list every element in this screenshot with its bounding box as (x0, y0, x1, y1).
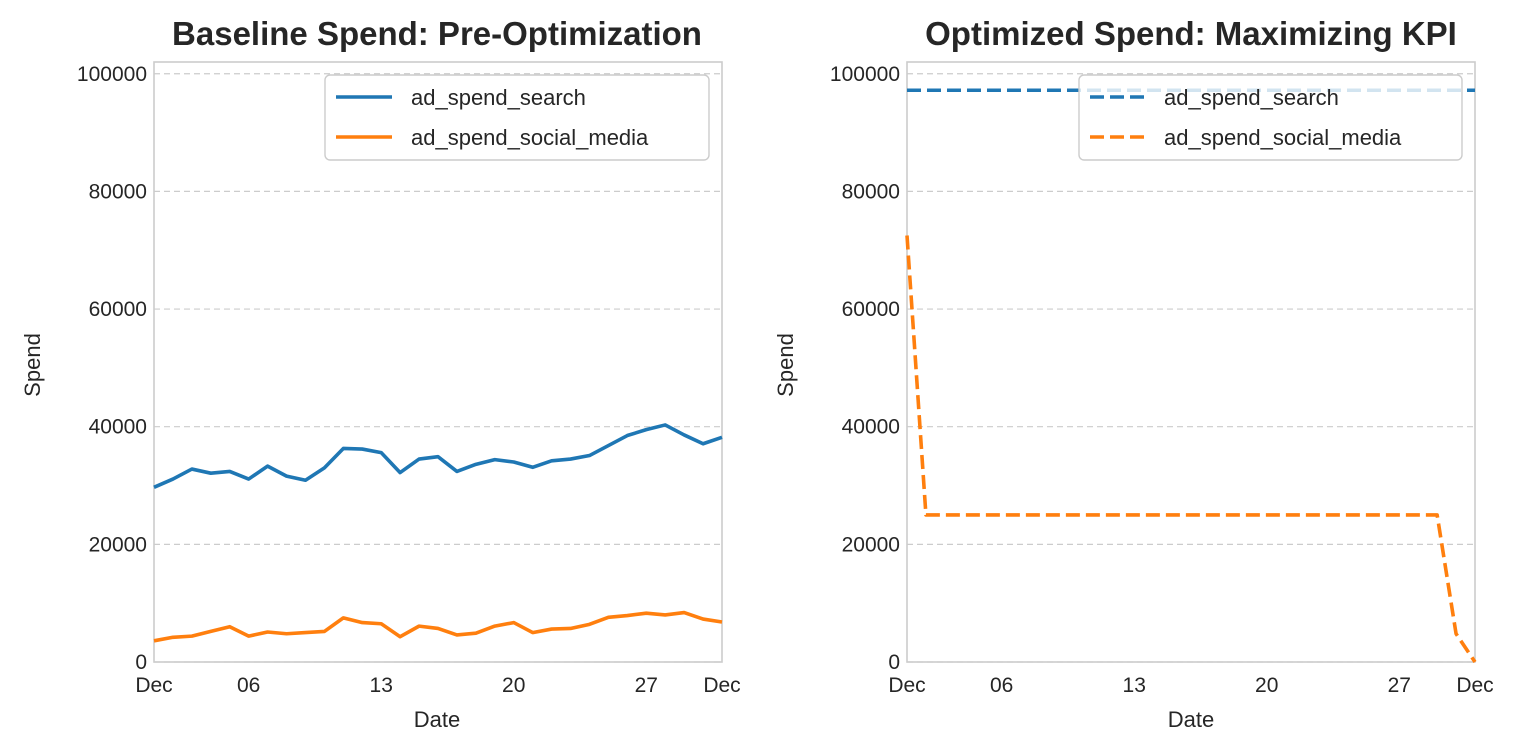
legend: ad_spend_search ad_spend_social_media (1078, 74, 1463, 161)
y-tick-label: 0 (888, 651, 900, 674)
y-tick-label: 100000 (830, 63, 900, 86)
y-axis-ticks: 0 20000 40000 60000 80000 100000 (830, 63, 900, 674)
y-tick-label: 40000 (89, 416, 147, 439)
series-line-ad-spend-social-media (153, 610, 723, 643)
y-tick-label: 60000 (842, 298, 900, 321)
grid-lines (907, 73, 1475, 663)
x-tick-label: 27 (635, 674, 658, 697)
legend-label-social-media: ad_spend_social_media (1164, 125, 1402, 150)
x-tick-label: Dec (888, 674, 925, 697)
x-axis-ticks: Dec 06 13 20 27 Dec (135, 674, 740, 697)
x-tick-label: 06 (990, 674, 1013, 697)
series-line-ad-spend-search (153, 423, 723, 489)
series-line-ad-spend-social-media (905, 235, 1477, 664)
y-tick-label: 80000 (842, 180, 900, 203)
baseline-panel: Baseline Spend: Pre-Optimization 0 20000 4… (20, 15, 741, 732)
legend-box (324, 74, 710, 161)
chart-title: Optimized Spend: Maximizing KPI (925, 15, 1457, 52)
x-axis-label: Date (1168, 707, 1214, 732)
x-tick-label: 13 (1123, 674, 1146, 697)
series-lines (153, 423, 723, 643)
y-tick-label: 0 (135, 651, 147, 674)
x-tick-label: 20 (1255, 674, 1278, 697)
plot-frame (906, 61, 1476, 663)
y-axis-label: Spend (20, 333, 45, 397)
plot-frame (153, 61, 723, 663)
legend-label-search: ad_spend_search (411, 85, 586, 110)
y-tick-label: 40000 (842, 416, 900, 439)
chart-title: Baseline Spend: Pre-Optimization (172, 15, 702, 52)
x-axis-ticks: Dec 06 13 20 27 Dec (888, 674, 1493, 697)
x-tick-label: 27 (1388, 674, 1411, 697)
y-axis-label: Spend (773, 333, 798, 397)
legend-box (1078, 74, 1463, 161)
legend-label-search: ad_spend_search (1164, 85, 1339, 110)
legend-label-social-media: ad_spend_social_media (411, 125, 649, 150)
y-tick-label: 60000 (89, 298, 147, 321)
y-tick-label: 100000 (77, 63, 147, 86)
grid-lines (154, 73, 722, 663)
x-tick-label: 06 (237, 674, 260, 697)
x-tick-label: Dec (703, 674, 740, 697)
x-tick-label: 20 (502, 674, 525, 697)
y-tick-label: 20000 (842, 533, 900, 556)
x-tick-label: Dec (135, 674, 172, 697)
legend: ad_spend_search ad_spend_social_media (324, 74, 710, 161)
y-axis-ticks: 0 20000 40000 60000 80000 100000 (77, 63, 147, 674)
x-tick-label: Dec (1456, 674, 1493, 697)
y-tick-label: 80000 (89, 180, 147, 203)
y-tick-label: 20000 (89, 533, 147, 556)
x-tick-label: 13 (370, 674, 393, 697)
x-axis-label: Date (414, 707, 460, 732)
series-lines (905, 88, 1477, 664)
